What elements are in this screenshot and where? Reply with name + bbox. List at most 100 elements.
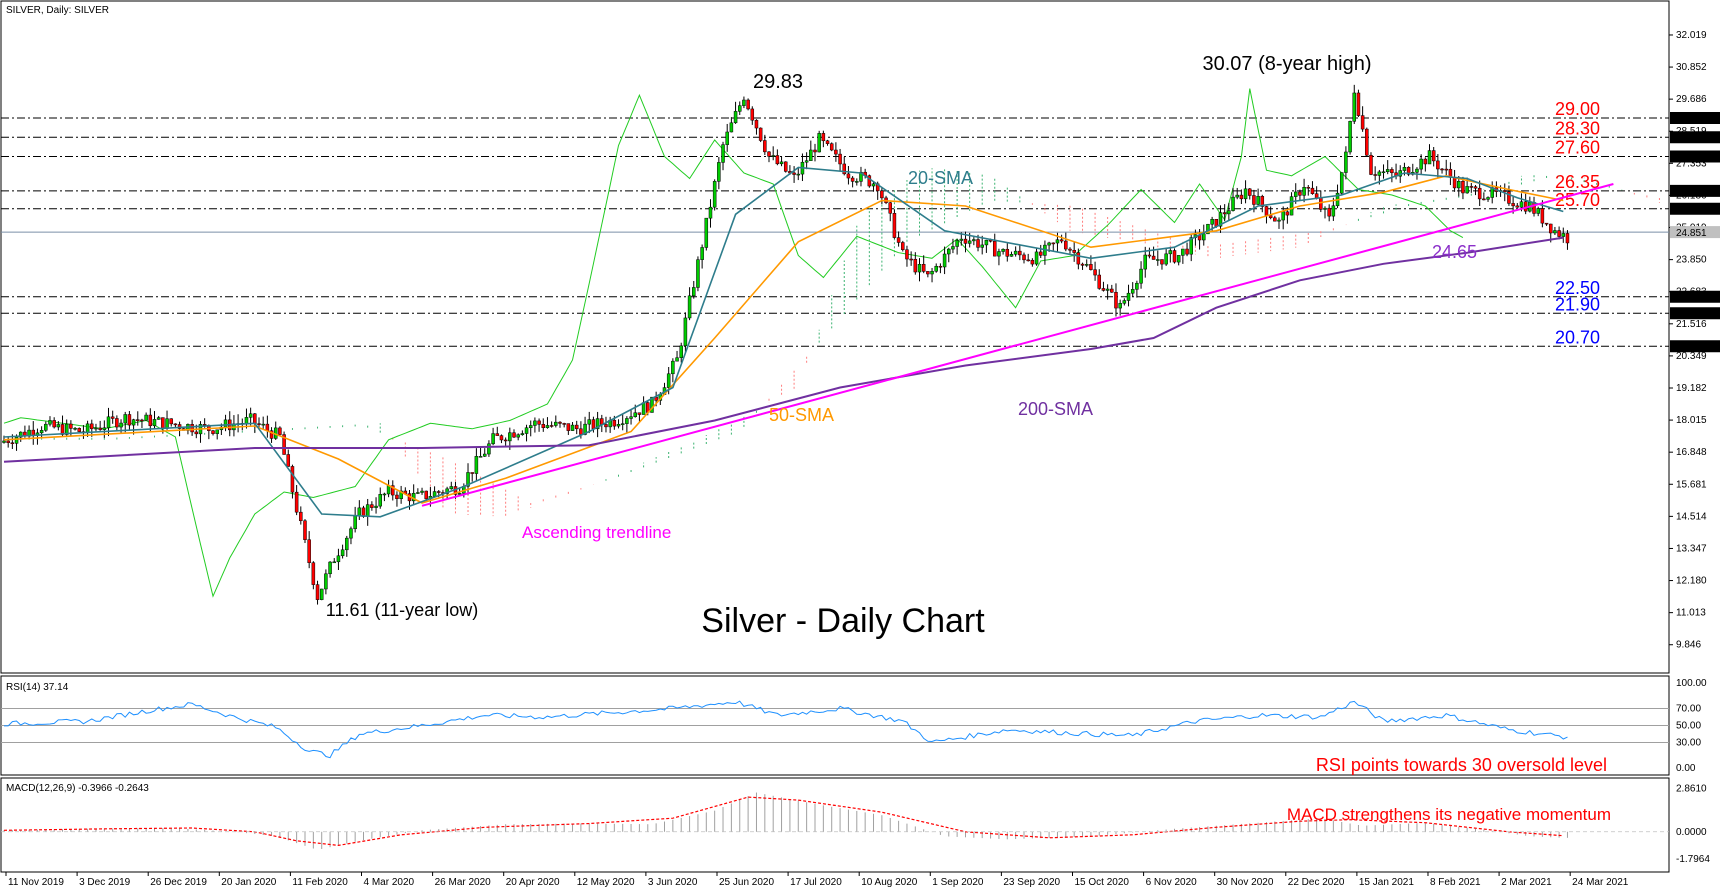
candle-body xyxy=(1348,121,1352,153)
candle-body xyxy=(1231,196,1235,211)
candle-body xyxy=(1005,248,1010,257)
rsi-label: RSI(14) 37.14 xyxy=(6,682,69,693)
candle-body xyxy=(629,416,633,419)
price-tick-label: 13.347 xyxy=(1676,543,1707,554)
candle-body xyxy=(637,412,642,415)
candle-body xyxy=(1486,197,1490,200)
level-axis-box xyxy=(1670,184,1720,197)
candle-body xyxy=(1160,259,1164,265)
candle-body xyxy=(905,249,909,260)
candle-body xyxy=(1202,233,1206,241)
candle-body xyxy=(524,427,529,434)
candle-body xyxy=(77,428,81,432)
candle-body xyxy=(374,505,378,508)
candle-body xyxy=(1511,203,1515,207)
candle-body xyxy=(574,424,579,430)
candle-body xyxy=(1440,168,1444,171)
price-tick-label: 30.852 xyxy=(1676,62,1707,73)
candle-body xyxy=(478,456,483,458)
candle-body xyxy=(370,504,374,508)
candle-body xyxy=(6,440,10,443)
candle-body xyxy=(1302,187,1306,196)
candle-body xyxy=(499,435,504,441)
candle-body xyxy=(85,423,90,433)
candle-body xyxy=(345,537,349,551)
candle-body xyxy=(721,144,725,163)
level-axis-label: 29.000 xyxy=(1676,114,1707,125)
candle-body xyxy=(90,423,94,430)
candle-body xyxy=(1331,205,1336,217)
date-tick-label: 23 Sep 2020 xyxy=(1003,877,1060,888)
price-tick-label: 9.846 xyxy=(1676,640,1701,651)
candle-body xyxy=(625,418,629,424)
candle-body xyxy=(1189,237,1193,255)
candle-body xyxy=(825,140,830,144)
candle-body xyxy=(378,494,382,507)
candle-body xyxy=(533,420,537,426)
candle-body xyxy=(616,424,621,427)
rsi-group: 100.00 70.00 50.00 30.00 0.00 xyxy=(1,678,1707,774)
candle-body xyxy=(1465,186,1469,194)
candle-body xyxy=(290,466,295,493)
candle-body xyxy=(984,239,989,246)
candle-body xyxy=(1122,300,1127,304)
date-axis: 11 Nov 2019 3 Dec 2019 26 Dec 2019 20 Jan 2… xyxy=(5,872,1629,888)
candle-body xyxy=(470,472,474,474)
candle-body xyxy=(127,414,132,426)
candle-body xyxy=(704,217,709,248)
candle-body xyxy=(1406,167,1411,175)
candle-body xyxy=(1402,167,1407,171)
candle-body xyxy=(311,562,316,585)
candle-body xyxy=(1452,177,1457,189)
date-tick-label: 2 Mar 2021 xyxy=(1501,877,1552,888)
candle-body xyxy=(1130,289,1135,294)
candle-body xyxy=(152,419,157,427)
candle-body xyxy=(1469,186,1474,188)
candle-body xyxy=(813,149,817,153)
candle-body xyxy=(809,149,813,161)
candle-body xyxy=(1080,263,1085,266)
price-tick-label: 23.850 xyxy=(1676,255,1707,266)
candle-body xyxy=(1427,150,1432,165)
candle-body xyxy=(855,181,859,183)
sma20-line xyxy=(3,166,1564,518)
candle-body xyxy=(683,317,688,347)
candle-body xyxy=(474,456,479,474)
candle-body xyxy=(1038,251,1043,256)
candle-body xyxy=(1268,215,1273,219)
chart-annotation: 50-SMA xyxy=(769,405,834,425)
level-axis-label: 21.900 xyxy=(1676,309,1707,320)
candle-body xyxy=(144,414,148,421)
candle-body xyxy=(1018,250,1022,256)
candle-body xyxy=(1323,207,1327,210)
macd-tick-label: 0.0000 xyxy=(1676,827,1707,838)
candle-body xyxy=(934,265,938,272)
rsi-tick-label: 0.00 xyxy=(1676,763,1696,774)
level-axis-label: 26.351 xyxy=(1676,187,1707,198)
candle-body xyxy=(395,494,399,499)
candle-body xyxy=(528,425,533,429)
candle-body xyxy=(1214,218,1219,227)
price-axis: 32.01930.85229.68628.51927.35326.18625.0… xyxy=(1669,30,1720,651)
candle-body xyxy=(1147,254,1152,257)
macd-signal-line xyxy=(3,796,1564,847)
candle-body xyxy=(1047,242,1051,246)
candle-body xyxy=(1540,208,1545,224)
candle-body xyxy=(1515,205,1520,208)
date-tick-label: 10 Aug 2020 xyxy=(861,877,918,888)
candle-body xyxy=(566,423,571,431)
candle-body xyxy=(955,240,959,247)
candle-body xyxy=(98,427,102,430)
candle-body xyxy=(1176,255,1181,263)
candle-body xyxy=(1252,195,1256,205)
candle-body xyxy=(56,424,61,428)
candle-body xyxy=(1055,239,1060,244)
candle-body xyxy=(842,163,847,175)
level-axis-box xyxy=(1670,202,1720,215)
candle-body xyxy=(1264,206,1269,216)
candle-body xyxy=(1298,191,1302,196)
level-axis-box xyxy=(1670,290,1720,303)
candle-body xyxy=(1557,230,1561,237)
level-axis-box xyxy=(1670,150,1720,163)
